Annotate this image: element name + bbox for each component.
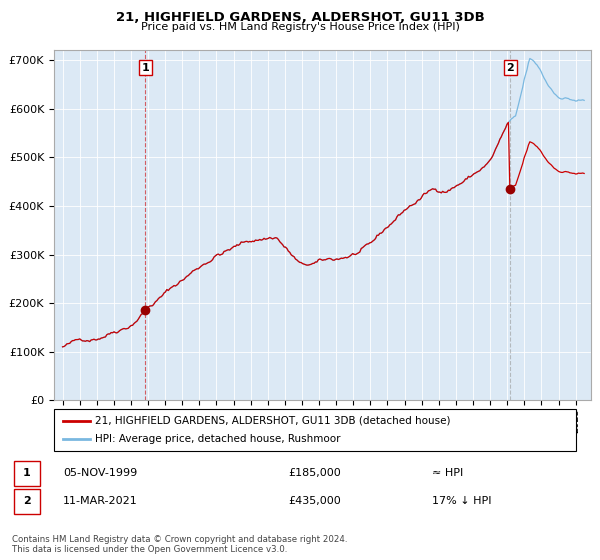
Text: 2: 2 bbox=[506, 63, 514, 73]
Text: 05-NOV-1999: 05-NOV-1999 bbox=[63, 468, 137, 478]
Text: HPI: Average price, detached house, Rushmoor: HPI: Average price, detached house, Rush… bbox=[95, 434, 340, 444]
Text: 1: 1 bbox=[23, 468, 31, 478]
Text: 2: 2 bbox=[23, 496, 31, 506]
Text: £435,000: £435,000 bbox=[288, 496, 341, 506]
Text: 11-MAR-2021: 11-MAR-2021 bbox=[63, 496, 138, 506]
Text: 21, HIGHFIELD GARDENS, ALDERSHOT, GU11 3DB: 21, HIGHFIELD GARDENS, ALDERSHOT, GU11 3… bbox=[116, 11, 484, 24]
Text: 17% ↓ HPI: 17% ↓ HPI bbox=[432, 496, 491, 506]
Text: Price paid vs. HM Land Registry's House Price Index (HPI): Price paid vs. HM Land Registry's House … bbox=[140, 22, 460, 32]
Text: 1: 1 bbox=[142, 63, 149, 73]
Text: 21, HIGHFIELD GARDENS, ALDERSHOT, GU11 3DB (detached house): 21, HIGHFIELD GARDENS, ALDERSHOT, GU11 3… bbox=[95, 416, 450, 426]
Text: Contains HM Land Registry data © Crown copyright and database right 2024.
This d: Contains HM Land Registry data © Crown c… bbox=[12, 535, 347, 554]
Text: £185,000: £185,000 bbox=[288, 468, 341, 478]
Text: ≈ HPI: ≈ HPI bbox=[432, 468, 463, 478]
